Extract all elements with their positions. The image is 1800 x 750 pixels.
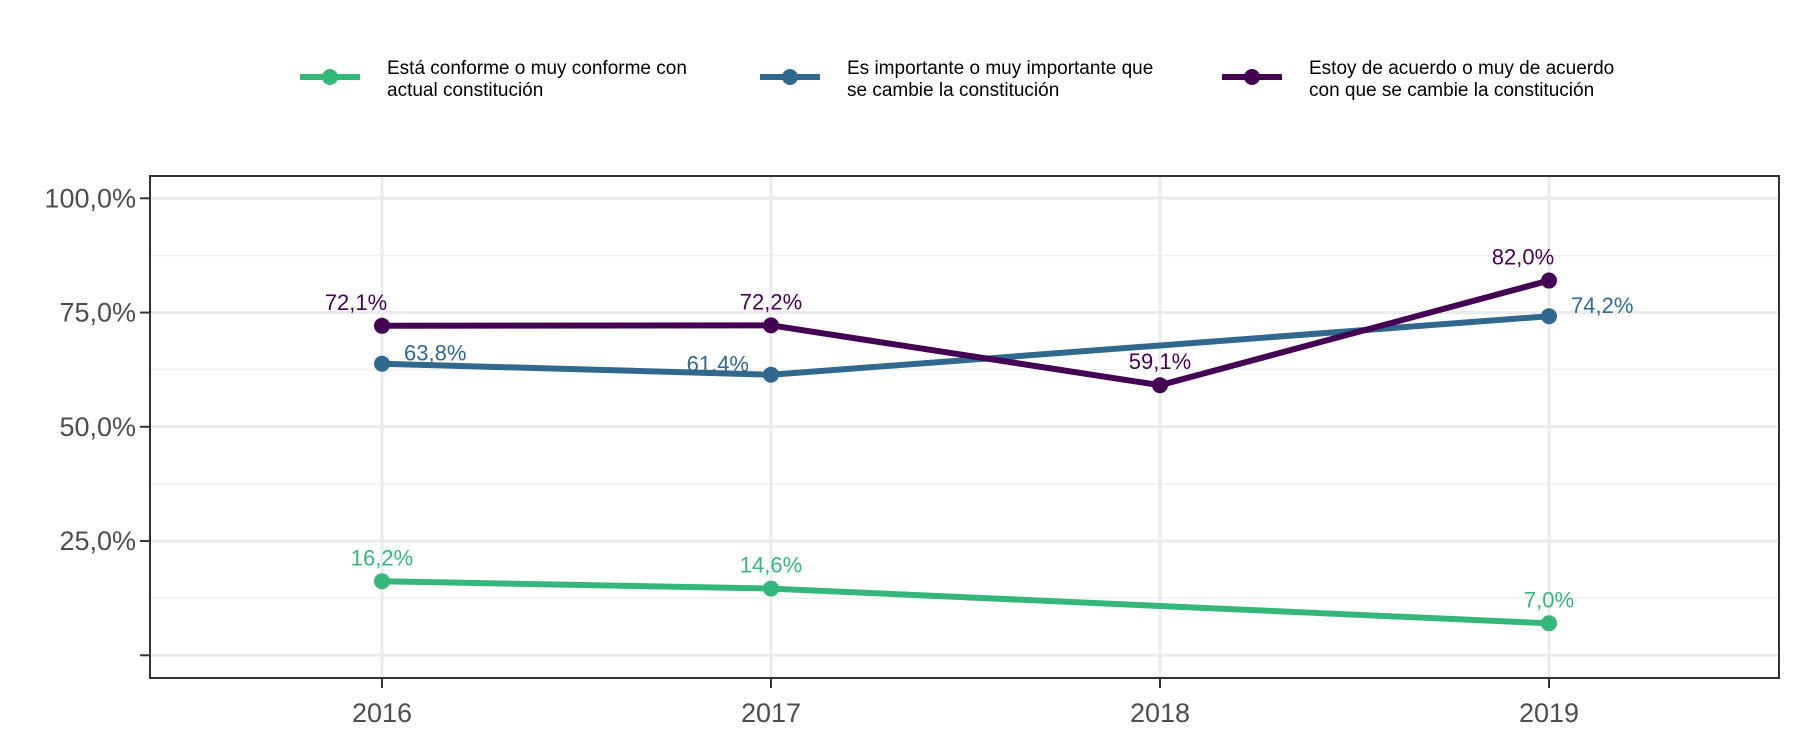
- data-point: [1541, 308, 1557, 325]
- legend-key-point: [782, 69, 798, 85]
- legend-label: Estoy de acuerdo o muy de acuerdo: [1309, 58, 1614, 79]
- data-point: [374, 317, 390, 334]
- legend-key-point: [322, 69, 338, 85]
- data-label: 7,0%: [1524, 587, 1574, 612]
- y-tick-label: 25,0%: [59, 526, 136, 556]
- data-point: [763, 317, 779, 334]
- data-point: [1152, 377, 1168, 394]
- legend-label: con que se cambie la constitución: [1309, 80, 1594, 101]
- legend-label: Es importante o muy importante que: [847, 58, 1153, 79]
- data-point: [374, 573, 390, 590]
- x-tick-label: 2017: [741, 698, 801, 728]
- data-label: 72,2%: [740, 289, 802, 314]
- data-point: [763, 580, 779, 597]
- y-tick-label: 50,0%: [59, 412, 136, 442]
- data-label: 74,2%: [1571, 293, 1633, 318]
- axes: 25,0% 50,0% 75,0% 100,0% 2016 2017 2018 2019: [44, 183, 1579, 728]
- data-label: 72,1%: [325, 290, 387, 315]
- data-point: [374, 355, 390, 372]
- legend-label: Está conforme o muy conforme con: [387, 58, 687, 79]
- data-label: 82,0%: [1492, 245, 1554, 270]
- x-tick-label: 2019: [1519, 698, 1579, 728]
- data-point: [1541, 272, 1557, 289]
- data-label: 63,8%: [404, 341, 466, 366]
- data-label: 16,2%: [351, 545, 413, 570]
- data-point: [763, 366, 779, 383]
- data-label: 61,4%: [687, 352, 749, 377]
- data-label: 59,1%: [1129, 349, 1191, 374]
- series-line: [381, 277, 1550, 389]
- y-tick-label: 100,0%: [44, 183, 136, 213]
- legend-label: se cambie la constitución: [847, 80, 1059, 101]
- series-layer: 16,2% 14,6% 7,0% 63,8% 61,4% 74,2% 72,1% 72,2% 5…: [325, 245, 1633, 632]
- legend-key-point: [1244, 69, 1260, 85]
- x-tick-label: 2016: [352, 698, 412, 728]
- data-point: [1541, 615, 1557, 632]
- legend-label: actual constitución: [387, 80, 543, 101]
- y-tick-label: 75,0%: [59, 298, 136, 328]
- x-tick-label: 2018: [1130, 698, 1190, 728]
- data-label: 14,6%: [740, 553, 802, 578]
- series-line: [381, 578, 1550, 627]
